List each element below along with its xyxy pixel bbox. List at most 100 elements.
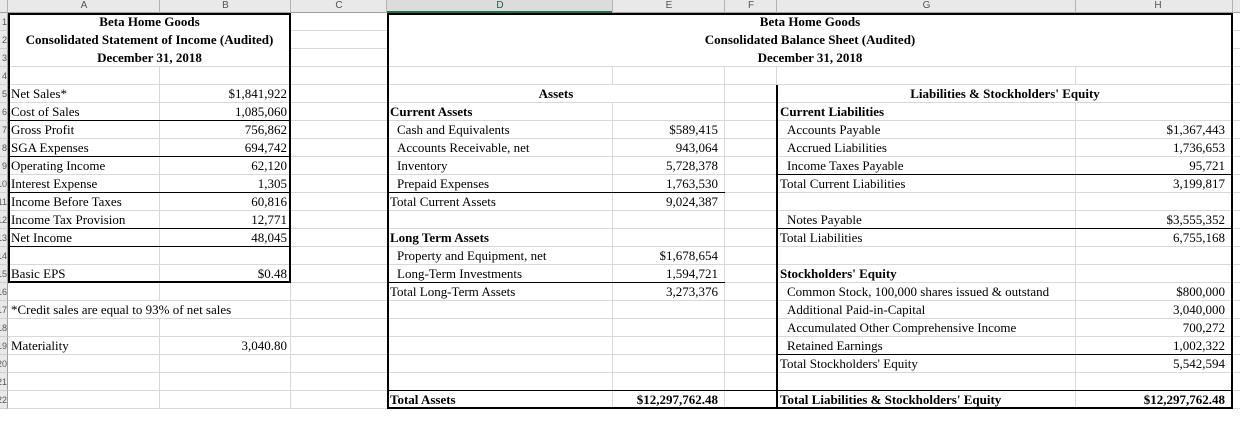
income-statement-cell-value[interactable]: 1,305 [257,176,287,191]
assets-section-header[interactable]: Assets [538,86,574,101]
row-header-9[interactable]: 9 [0,157,8,175]
column-header-F[interactable]: F [747,0,755,11]
balance-sheet-assets-cell-value[interactable]: 3,273,376 [666,284,718,299]
row-header-18[interactable]: 18 [0,319,8,337]
income-statement-cell-value[interactable]: 12,771 [251,212,287,227]
column-header-A[interactable]: A [80,0,88,11]
balance-sheet-liabilities-cell-value[interactable]: $1,367,443 [1166,122,1226,137]
row-header-22[interactable]: 22 [0,391,8,409]
balance-sheet-assets-cell-value[interactable]: 943,064 [675,140,718,155]
balance-sheet-liabilities-cell-label[interactable]: Current Liabilities [780,104,885,119]
income-statement-cell-value[interactable]: 48,045 [251,230,287,245]
income-statement-cell-value[interactable]: 694,742 [244,140,287,155]
balance-sheet-title[interactable]: Beta Home Goods [759,14,861,29]
balance-sheet-liabilities-cell-value[interactable]: 1,002,322 [1173,338,1225,353]
balance-sheet-assets-cell-label[interactable]: Cash and Equivalents [397,122,510,137]
balance-sheet-assets-cell-value[interactable]: 1,763,530 [666,176,718,191]
income-statement-cell-value[interactable]: 756,862 [244,122,287,137]
balance-sheet-assets-cell-value[interactable]: 9,024,387 [666,194,718,209]
balance-sheet-liabilities-cell-value[interactable]: $12,297,762.48 [1143,392,1225,407]
balance-sheet-assets-cell-value[interactable]: 1,594,721 [666,266,718,281]
income-statement-cell-label[interactable]: Interest Expense [11,176,98,191]
balance-sheet-liabilities-cell-label[interactable]: Total Stockholders' Equity [780,356,918,371]
income-statement-cell-label[interactable]: SGA Expenses [11,140,89,155]
income-statement-cell-label[interactable]: Operating Income [11,158,106,173]
balance-sheet-assets-cell-label[interactable]: Property and Equipment, net [397,248,547,263]
income-statement-cell-value[interactable]: $1,841,922 [228,86,288,101]
row-header-16[interactable]: 16 [0,283,8,301]
column-header-C[interactable]: C [335,0,343,11]
balance-sheet-assets-cell-value[interactable]: $12,297,762.48 [636,392,718,407]
balance-sheet-liabilities-cell-value[interactable]: 700,272 [1182,320,1225,335]
income-statement-cell-label[interactable]: Basic EPS [11,266,66,281]
income-statement-cell-label[interactable]: Materiality [11,338,69,353]
column-header-G[interactable]: G [922,0,931,11]
income-statement-date[interactable]: December 31, 2018 [97,50,202,65]
balance-sheet-assets-cell-label[interactable]: Prepaid Expenses [397,176,490,191]
balance-sheet-assets-cell-value[interactable]: 5,728,378 [666,158,718,173]
balance-sheet-liabilities-cell-label[interactable]: Additional Paid-in-Capital [787,302,926,317]
balance-sheet-liabilities-cell-value[interactable]: 3,040,000 [1173,302,1225,317]
balance-sheet-assets-cell-value[interactable]: $1,678,654 [659,248,719,263]
balance-sheet-liabilities-cell-label[interactable]: Income Taxes Payable [787,158,904,173]
balance-sheet-liabilities-cell-label[interactable]: Total Liabilities & Stockholders' Equity [780,392,1002,407]
balance-sheet-liabilities-cell-value[interactable]: 3,199,817 [1173,176,1225,191]
balance-sheet-liabilities-cell-label[interactable]: Retained Earnings [787,338,883,353]
column-header-E[interactable]: E [665,0,673,11]
income-statement-cell-label[interactable]: Gross Profit [11,122,75,137]
row-header-17[interactable]: 17 [0,301,8,319]
row-header-15[interactable]: 15 [0,265,8,283]
income-statement-cell-value[interactable]: 60,816 [251,194,287,209]
row-header-13[interactable]: 13 [0,229,8,247]
row-header-21[interactable]: 21 [0,373,8,391]
income-statement-cell-label[interactable]: Net Income [11,230,73,245]
balance-sheet-liabilities-cell-label[interactable]: Notes Payable [787,212,862,227]
row-header-6[interactable]: 6 [0,103,8,121]
balance-sheet-liabilities-cell-label[interactable]: Accrued Liabilities [787,140,887,155]
income-statement-cell-label[interactable]: Cost of Sales [11,104,80,119]
row-header-7[interactable]: 7 [0,121,8,139]
balance-sheet-assets-cell-value[interactable]: $589,415 [669,122,718,137]
row-header-4[interactable]: 4 [0,67,8,85]
balance-sheet-assets-cell-label[interactable]: Accounts Receivable, net [397,140,530,155]
balance-sheet-assets-cell-label[interactable]: Current Assets [390,104,473,119]
income-statement-cell-value[interactable]: 1,085,060 [235,104,287,119]
income-statement-cell-label[interactable]: Income Tax Provision [11,212,126,227]
balance-sheet-assets-cell-label[interactable]: Total Current Assets [390,194,496,209]
income-statement-cell-value[interactable]: 3,040.80 [241,338,288,353]
balance-sheet-subtitle[interactable]: Consolidated Balance Sheet (Audited) [704,32,916,47]
row-header-3[interactable]: 3 [0,49,8,67]
liabilities-section-header[interactable]: Liabilities & Stockholders' Equity [910,86,1100,101]
row-header-14[interactable]: 14 [0,247,8,265]
row-header-8[interactable]: 8 [0,139,8,157]
balance-sheet-liabilities-cell-label[interactable]: Stockholders' Equity [780,266,897,281]
balance-sheet-liabilities-cell-value[interactable]: 95,721 [1189,158,1225,173]
balance-sheet-liabilities-cell-value[interactable]: $800,000 [1176,284,1225,299]
row-header-1[interactable]: 1 [0,13,8,31]
row-header-11[interactable]: 11 [0,193,8,211]
column-header-D[interactable]: D [496,0,504,11]
balance-sheet-assets-cell-label[interactable]: Total Assets [390,392,456,407]
balance-sheet-liabilities-cell-value[interactable]: 5,542,594 [1173,356,1225,371]
column-header-H[interactable]: H [1154,0,1162,11]
balance-sheet-liabilities-cell-label[interactable]: Common Stock, 100,000 shares issued & ou… [787,284,1050,299]
balance-sheet-liabilities-cell-value[interactable]: 6,755,168 [1173,230,1225,245]
row-header-2[interactable]: 2 [0,31,8,49]
balance-sheet-liabilities-cell-label[interactable]: Accounts Payable [787,122,881,137]
balance-sheet-assets-cell-label[interactable]: Long-Term Investments [397,266,523,281]
income-statement-cell-value[interactable]: $0.48 [257,266,287,281]
income-statement-cell-label[interactable]: Net Sales* [11,86,67,101]
income-statement-subtitle[interactable]: Consolidated Statement of Income (Audite… [25,32,274,47]
row-header-20[interactable]: 20 [0,355,8,373]
balance-sheet-liabilities-cell-label[interactable]: Total Current Liabilities [780,176,906,191]
income-statement-cell-label[interactable]: *Credit sales are equal to 93% of net sa… [11,302,232,317]
row-header-12[interactable]: 12 [0,211,8,229]
row-header-19[interactable]: 19 [0,337,8,355]
balance-sheet-assets-cell-label[interactable]: Long Term Assets [390,230,489,245]
column-header-B[interactable]: B [222,0,229,11]
balance-sheet-assets-cell-label[interactable]: Total Long-Term Assets [390,284,516,299]
balance-sheet-liabilities-cell-value[interactable]: 1,736,653 [1173,140,1225,155]
income-statement-title[interactable]: Beta Home Goods [99,14,200,29]
balance-sheet-assets-cell-label[interactable]: Inventory [397,158,448,173]
balance-sheet-liabilities-cell-label[interactable]: Accumulated Other Comprehensive Income [787,320,1017,335]
